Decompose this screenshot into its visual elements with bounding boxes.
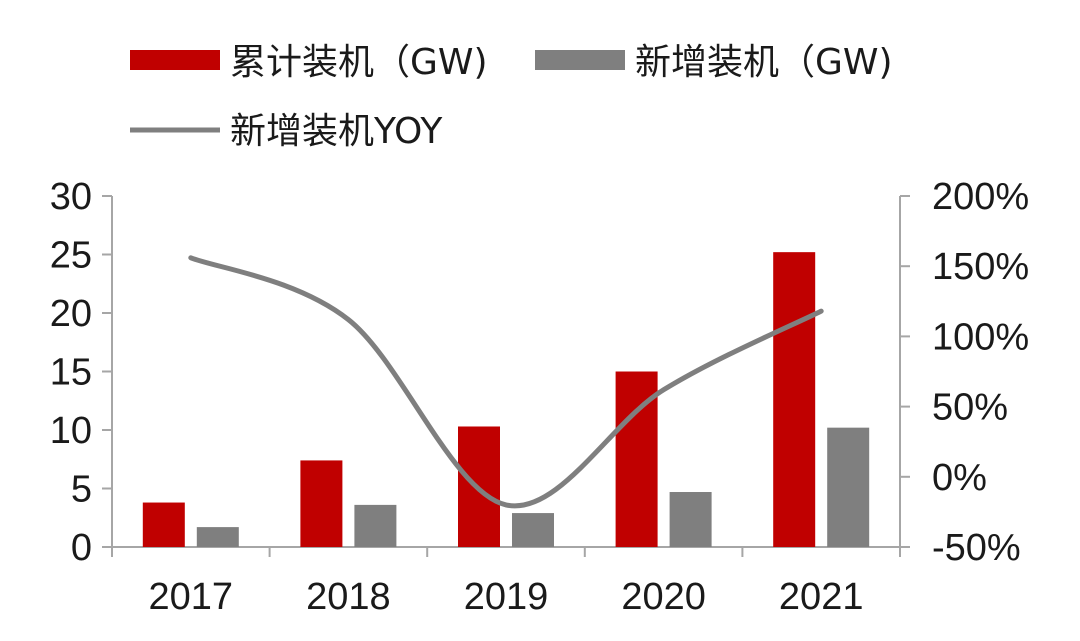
bar-cumulative-2018 [300, 460, 343, 547]
x-tick-label: 2019 [464, 576, 549, 618]
y-left-tick-label: 5 [71, 469, 92, 511]
legend-label-cumulative: 累计装机（GW) [230, 42, 488, 83]
x-tick-label: 2018 [306, 576, 391, 618]
tick-labels: 0 5 10 15 20 25 30 -50% 0% 50% 100% 150% 200% 2017 201… [50, 176, 1029, 618]
y-right-tick-label: 0% [932, 457, 987, 499]
y-right-tick-label: -50% [932, 527, 1021, 569]
x-tick-label: 2020 [621, 576, 706, 618]
legend-swatch-new [535, 50, 625, 70]
y-right-tick-label: 200% [932, 176, 1029, 218]
y-left-tick-label: 30 [50, 176, 92, 218]
y-left-tick-label: 0 [71, 527, 92, 569]
y-right-tick-label: 150% [932, 246, 1029, 288]
bar-new-2017 [196, 527, 239, 547]
legend-label-new: 新增装机（GW) [635, 42, 893, 83]
bars [142, 252, 870, 547]
y-left-tick-label: 15 [50, 352, 92, 394]
yoy-line-layer [188, 255, 824, 509]
legend-swatch-cumulative [130, 50, 220, 70]
bar-cumulative-2021 [773, 252, 816, 547]
bar-cumulative-2017 [142, 502, 185, 547]
bar-new-2018 [354, 504, 397, 547]
y-right-tick-label: 50% [932, 387, 1008, 429]
bar-new-2019 [512, 513, 554, 547]
y-left-tick-label: 10 [50, 410, 92, 452]
bar-new-2021 [827, 427, 870, 547]
axes [102, 195, 910, 557]
x-tick-label: 2021 [779, 576, 864, 618]
bar-new-2020 [669, 492, 712, 547]
y-left-tick-label: 20 [50, 293, 92, 335]
x-tick-label: 2017 [149, 576, 234, 618]
legend: 累计装机（GW) 新增装机（GW) 新增装机YOY [130, 42, 893, 152]
legend-label-yoy: 新增装机YOY [230, 111, 443, 152]
y-left-tick-label: 25 [50, 235, 92, 277]
y-right-tick-label: 100% [932, 316, 1029, 358]
yoy-line [188, 255, 824, 509]
